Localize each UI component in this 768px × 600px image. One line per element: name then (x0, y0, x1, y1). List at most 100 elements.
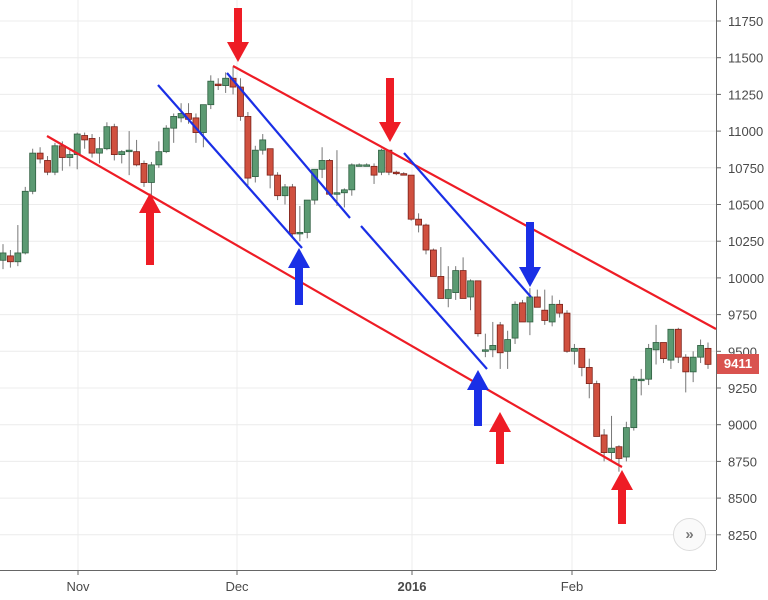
candle (88, 138, 96, 154)
candle (281, 186, 289, 197)
candle (110, 126, 118, 155)
candle (541, 309, 549, 321)
candle (303, 199, 311, 233)
candle (474, 280, 482, 335)
arrow-up-icon (288, 248, 310, 305)
candle (378, 149, 385, 173)
y-tick-label: 8500 (728, 491, 757, 506)
candle (133, 151, 140, 166)
candle (407, 174, 415, 220)
y-tick-label: 9000 (728, 418, 757, 433)
trend-line (157, 84, 303, 249)
trend-line (403, 152, 532, 298)
candle (355, 164, 363, 167)
candle (155, 151, 163, 166)
y-tick-label: 10000 (728, 271, 764, 286)
candle (496, 324, 504, 354)
candle (526, 296, 534, 323)
candle (578, 347, 586, 368)
y-tick-label: 10250 (728, 234, 764, 249)
candle (593, 383, 601, 437)
candle (14, 252, 22, 263)
candle (222, 77, 230, 86)
candle (556, 303, 563, 314)
y-tick-label: 9250 (728, 381, 757, 396)
candle (392, 171, 400, 175)
candle (430, 249, 437, 277)
y-tick-label: 8250 (728, 528, 757, 543)
candle (58, 145, 66, 158)
candle (118, 151, 126, 155)
candle (682, 356, 690, 373)
candle (489, 345, 497, 351)
candle (66, 154, 74, 158)
candle (674, 328, 682, 358)
candle (237, 86, 244, 117)
candle (697, 345, 704, 358)
candle (125, 149, 133, 153)
candle (459, 270, 467, 299)
y-tick-label: 11500 (728, 51, 763, 66)
candle (571, 347, 578, 352)
scroll-to-latest-button[interactable]: » (673, 518, 706, 551)
candle (81, 135, 89, 141)
candle (296, 231, 304, 235)
candle (140, 162, 148, 183)
candle (385, 149, 393, 173)
candle (363, 164, 371, 167)
candle (452, 270, 460, 293)
y-tick-label: 11000 (728, 124, 763, 139)
candle (170, 116, 178, 129)
candle (370, 165, 378, 176)
candle (608, 447, 615, 453)
candle (207, 80, 215, 106)
x-tick-label: Feb (561, 579, 583, 594)
candle (615, 446, 623, 459)
candle (311, 168, 319, 201)
x-tick-label: Dec (225, 579, 249, 594)
candle (318, 160, 326, 170)
x-tick-label: Nov (66, 579, 90, 594)
arrow-up-icon (139, 193, 161, 265)
candle (251, 149, 259, 178)
candle (214, 83, 222, 87)
candle (504, 339, 512, 352)
arrow-down-icon (379, 78, 401, 142)
candle (259, 139, 267, 151)
y-tick-label: 11250 (728, 87, 763, 102)
candle (585, 367, 593, 384)
candle (630, 378, 638, 429)
y-tick-label: 8750 (728, 454, 757, 469)
candle (689, 356, 697, 373)
candle (266, 148, 274, 176)
candle (415, 218, 422, 226)
candle (467, 280, 474, 298)
y-tick-label: 10500 (728, 198, 764, 213)
candle (289, 186, 296, 235)
candle (660, 342, 667, 360)
candle (7, 255, 14, 263)
candle (667, 328, 675, 361)
candle (36, 152, 44, 160)
arrow-down-icon (227, 8, 249, 62)
arrow-up-icon (489, 412, 511, 464)
grid (0, 0, 716, 570)
candle (96, 148, 103, 154)
trend-line (226, 72, 351, 219)
arrow-up-icon (611, 470, 633, 524)
y-tick-label: 11750 (728, 14, 763, 29)
trend-line (360, 225, 488, 370)
candle (0, 252, 7, 261)
y-tick-label: 9750 (728, 308, 757, 323)
y-tick-label: 10750 (728, 161, 764, 176)
candle (548, 303, 556, 323)
trend-line (46, 135, 623, 468)
candle (274, 174, 281, 197)
candle (437, 276, 445, 299)
candle (645, 347, 653, 380)
candle (348, 164, 356, 191)
candle (340, 189, 348, 194)
candle (511, 303, 519, 339)
